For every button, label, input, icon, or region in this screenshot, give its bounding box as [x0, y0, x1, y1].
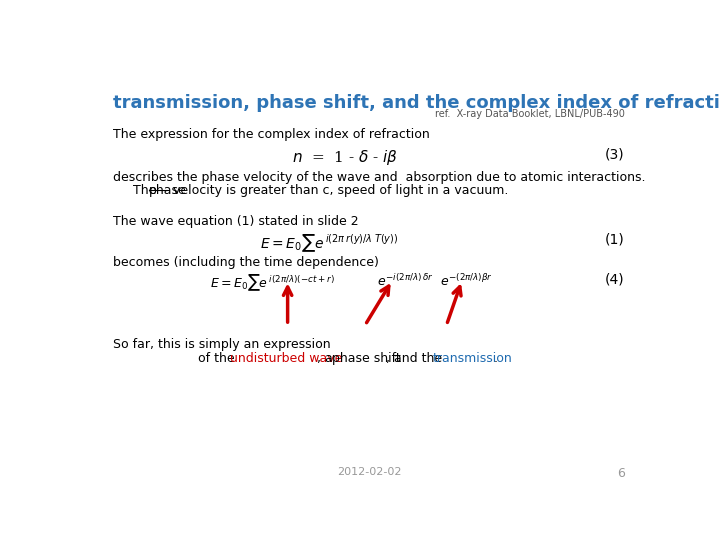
Text: becomes (including the time dependence): becomes (including the time dependence) — [113, 256, 379, 269]
Text: $e^{-(2\pi/\lambda)\beta r}$: $e^{-(2\pi/\lambda)\beta r}$ — [441, 273, 493, 288]
Text: , a: , a — [317, 352, 337, 365]
Text: $e^{-i(2\pi/\lambda)\,\delta r}$: $e^{-i(2\pi/\lambda)\,\delta r}$ — [377, 273, 433, 288]
Text: The wave equation (1) stated in slide 2: The wave equation (1) stated in slide 2 — [113, 215, 359, 228]
Text: (3): (3) — [605, 148, 625, 162]
Text: of the: of the — [199, 352, 239, 365]
Text: The: The — [132, 184, 160, 197]
Text: (1): (1) — [605, 233, 625, 247]
Text: (4): (4) — [605, 273, 625, 287]
Text: $E = E_0 \sum e^{\,i(2\pi/\lambda)(-ct+r)}$: $E = E_0 \sum e^{\,i(2\pi/\lambda)(-ct+r… — [210, 273, 335, 293]
Text: transmission, phase shift, and the complex index of refraction: transmission, phase shift, and the compl… — [113, 94, 720, 112]
Text: velocity is greater than c, speed of light in a vacuum.: velocity is greater than c, speed of lig… — [169, 184, 508, 197]
Text: .: . — [494, 352, 498, 365]
Text: $E = E_0 \sum e^{\,i(2\pi\, r(y)/\lambda\; T(y))}$: $E = E_0 \sum e^{\,i(2\pi\, r(y)/\lambda… — [261, 233, 399, 254]
Text: 2012-02-02: 2012-02-02 — [337, 467, 401, 477]
Text: describes the phase velocity of the wave and  absorption due to atomic interacti: describes the phase velocity of the wave… — [113, 171, 646, 184]
Text: So far, this is simply an expression: So far, this is simply an expression — [113, 338, 331, 351]
Text: transmission: transmission — [432, 352, 512, 365]
Text: $n$  =  1 - $\delta$ - $i\beta$: $n$ = 1 - $\delta$ - $i\beta$ — [292, 148, 397, 167]
Text: phase: phase — [149, 184, 186, 197]
Text: ref.  X-ray Data Booklet, LBNL/PUB-490: ref. X-ray Data Booklet, LBNL/PUB-490 — [435, 110, 625, 119]
Text: undisturbed wave: undisturbed wave — [230, 352, 342, 365]
Text: , and the: , and the — [386, 352, 446, 365]
Text: phase shift: phase shift — [333, 352, 401, 365]
Text: The expression for the complex index of refraction: The expression for the complex index of … — [113, 128, 430, 141]
Text: 6: 6 — [617, 467, 625, 480]
